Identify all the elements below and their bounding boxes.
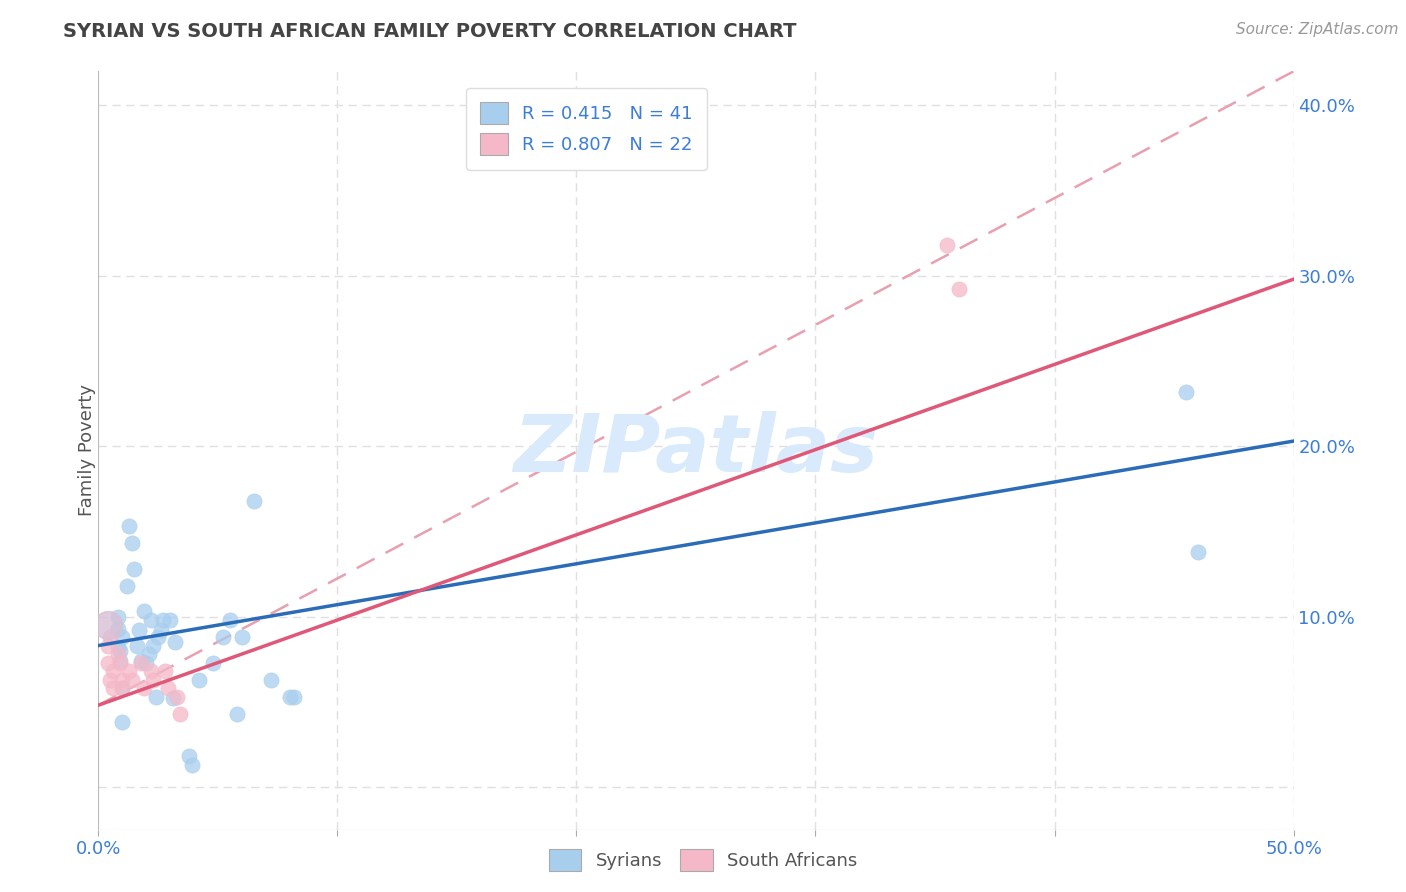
Point — [166, 690, 188, 704]
Point — [162, 691, 184, 706]
Point — [131, 656, 153, 670]
Point — [936, 238, 959, 252]
Point — [259, 673, 281, 687]
Point — [111, 673, 134, 687]
Point — [219, 613, 242, 627]
Legend: Syrians, South Africans: Syrians, South Africans — [541, 842, 865, 879]
Text: Source: ZipAtlas.com: Source: ZipAtlas.com — [1236, 22, 1399, 37]
Point — [108, 643, 131, 657]
Point — [226, 706, 249, 721]
Point — [124, 562, 146, 576]
Point — [107, 622, 129, 636]
Text: ZIPatlas: ZIPatlas — [513, 411, 879, 490]
Point — [98, 673, 122, 687]
Point — [142, 673, 165, 687]
Point — [159, 613, 181, 627]
Point — [98, 630, 122, 644]
Point — [283, 690, 305, 704]
Point — [115, 579, 138, 593]
Point — [97, 618, 120, 632]
Point — [97, 656, 120, 670]
Point — [152, 613, 174, 627]
Point — [202, 656, 225, 670]
Point — [107, 647, 129, 661]
Point — [187, 673, 209, 687]
Point — [169, 706, 191, 721]
Point — [948, 282, 970, 296]
Point — [97, 618, 120, 632]
Point — [1175, 384, 1198, 399]
Point — [132, 605, 155, 619]
Point — [156, 681, 179, 695]
Point — [125, 639, 148, 653]
Point — [138, 647, 160, 661]
Point — [1187, 545, 1209, 559]
Point — [108, 654, 131, 668]
Point — [139, 613, 162, 627]
Point — [155, 664, 177, 678]
Point — [131, 654, 153, 668]
Point — [142, 639, 165, 653]
Point — [111, 681, 134, 695]
Point — [145, 690, 167, 704]
Point — [135, 656, 157, 670]
Point — [179, 749, 201, 764]
Point — [111, 681, 134, 695]
Point — [211, 630, 233, 644]
Point — [149, 624, 172, 638]
Point — [111, 715, 134, 730]
Point — [139, 664, 162, 678]
Point — [148, 630, 170, 644]
Point — [278, 690, 301, 704]
Point — [180, 757, 202, 772]
Point — [111, 630, 134, 644]
Point — [163, 635, 186, 649]
Point — [118, 664, 141, 678]
Text: SYRIAN VS SOUTH AFRICAN FAMILY POVERTY CORRELATION CHART: SYRIAN VS SOUTH AFRICAN FAMILY POVERTY C… — [63, 22, 797, 41]
Point — [243, 493, 266, 508]
Point — [97, 639, 120, 653]
Point — [107, 640, 129, 655]
Point — [132, 681, 155, 695]
Point — [107, 609, 129, 624]
Point — [118, 519, 141, 533]
Point — [108, 656, 131, 670]
Point — [231, 630, 253, 644]
Y-axis label: Family Poverty: Family Poverty — [79, 384, 96, 516]
Legend: R = 0.415   N = 41, R = 0.807   N = 22: R = 0.415 N = 41, R = 0.807 N = 22 — [465, 88, 707, 170]
Point — [128, 624, 150, 638]
Point — [101, 664, 124, 678]
Point — [121, 536, 143, 550]
Point — [121, 673, 143, 687]
Point — [101, 681, 124, 695]
